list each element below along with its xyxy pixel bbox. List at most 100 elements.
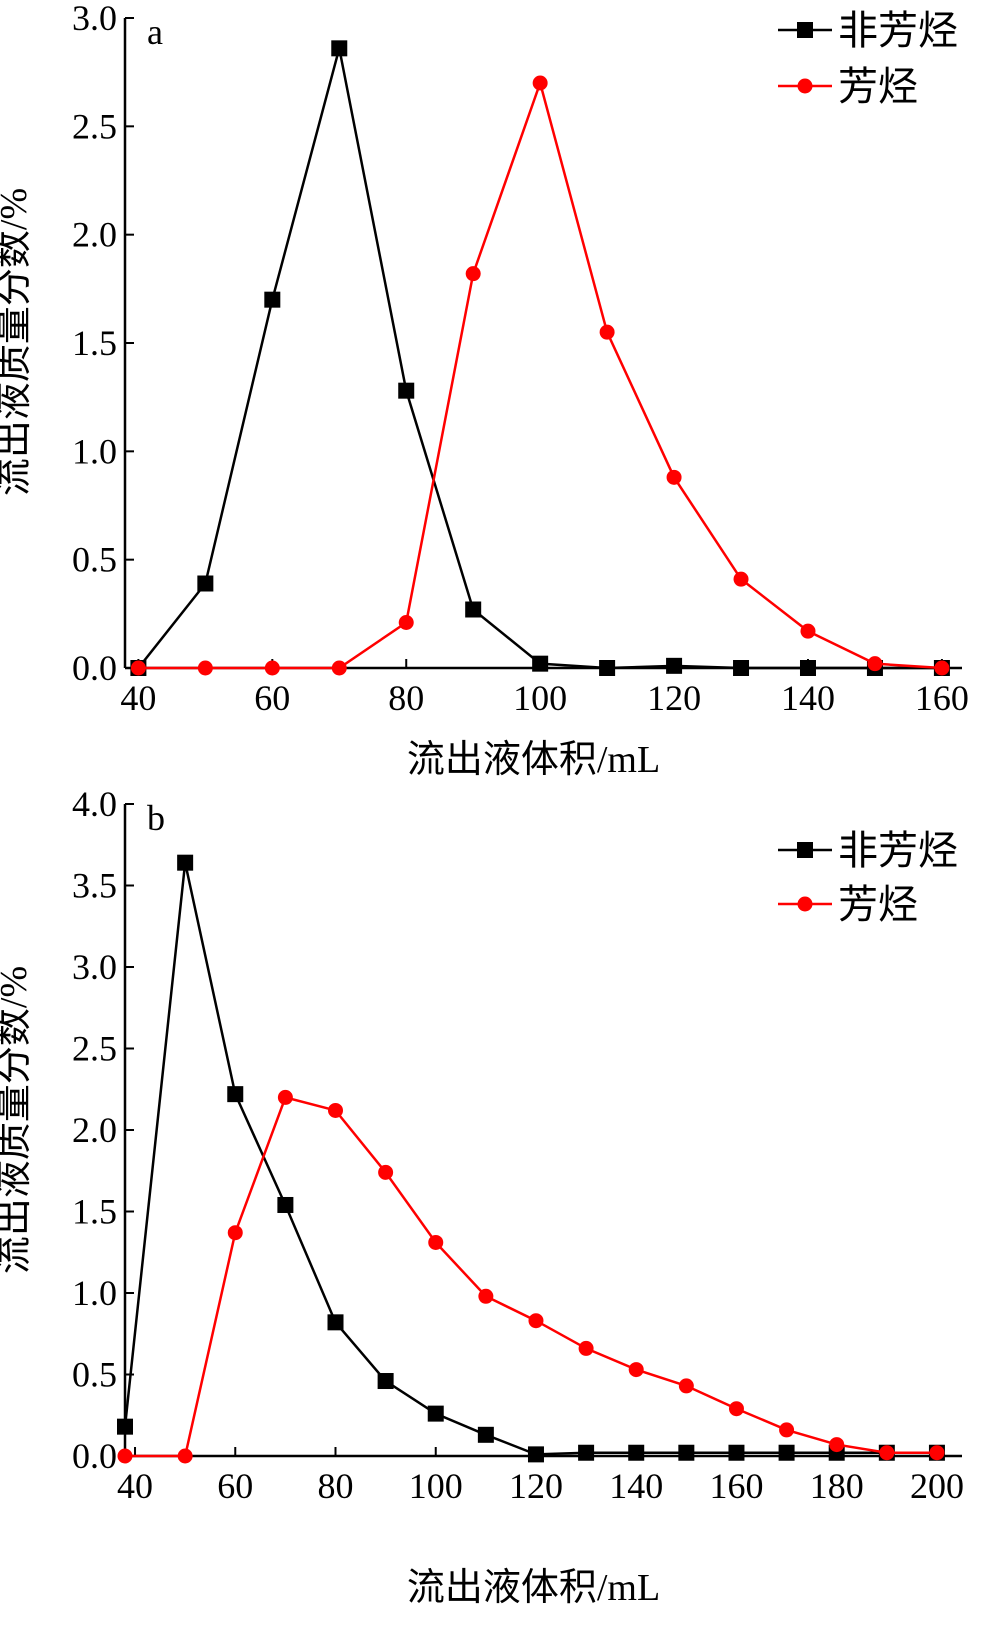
data-point-circle xyxy=(528,1313,544,1329)
y-tick-label: 0.5 xyxy=(72,1355,117,1395)
data-point-circle xyxy=(328,1102,344,1118)
data-point-circle xyxy=(264,660,280,676)
y-tick-label: 3.5 xyxy=(72,866,117,906)
data-point-circle xyxy=(277,1089,293,1105)
x-tick-label: 60 xyxy=(254,678,290,718)
series-aromatic xyxy=(117,1089,945,1464)
data-point-circle xyxy=(733,571,749,587)
panel-label: b xyxy=(147,798,165,838)
data-point-square xyxy=(377,1373,394,1390)
legend-marker-square xyxy=(797,842,813,858)
x-tick-label: 160 xyxy=(709,1466,763,1506)
x-tick-label: 40 xyxy=(117,1466,153,1506)
data-point-circle xyxy=(599,324,615,340)
y-tick-label: 2.5 xyxy=(72,106,117,146)
y-tick-label: 0.0 xyxy=(72,648,117,688)
x-tick-label: 200 xyxy=(910,1466,964,1506)
legend-label: 非芳烃 xyxy=(838,8,958,53)
y-tick-label: 4.0 xyxy=(72,784,117,824)
series-line xyxy=(138,78,942,670)
data-point-square xyxy=(527,1446,544,1463)
y-tick-label: 1.0 xyxy=(72,1273,117,1313)
data-point-circle xyxy=(177,1448,193,1464)
data-point-square xyxy=(799,660,816,676)
y-tick-label: 2.0 xyxy=(72,1110,117,1150)
y-tick-label: 2.0 xyxy=(72,215,117,255)
data-point-circle xyxy=(478,1288,494,1304)
data-point-circle xyxy=(465,266,481,282)
data-point-square xyxy=(666,657,683,674)
data-point-circle xyxy=(378,1164,394,1180)
data-point-square xyxy=(331,40,348,57)
x-tick-label: 140 xyxy=(781,678,835,718)
data-point-square xyxy=(465,601,482,618)
data-point-circle xyxy=(934,660,950,676)
y-tick-label: 3.0 xyxy=(72,0,117,38)
data-point-circle xyxy=(800,623,816,639)
data-point-square xyxy=(197,575,214,592)
series-aromatic xyxy=(130,75,950,676)
data-point-square xyxy=(477,1426,494,1443)
data-point-circle xyxy=(879,1445,895,1461)
x-tick-label: 140 xyxy=(609,1466,663,1506)
data-point-square xyxy=(227,1086,244,1103)
data-point-circle xyxy=(666,469,682,485)
data-point-square xyxy=(628,1444,645,1461)
x-tick-label: 60 xyxy=(217,1466,253,1506)
data-point-circle xyxy=(197,660,213,676)
data-point-square xyxy=(427,1405,444,1422)
y-tick-label: 0.0 xyxy=(72,1436,117,1476)
x-tick-label: 80 xyxy=(318,1466,354,1506)
x-tick-label: 40 xyxy=(120,678,156,718)
x-tick-label: 120 xyxy=(647,678,701,718)
panel-label: a xyxy=(147,12,163,52)
series-line xyxy=(125,1095,937,1458)
x-tick-label: 80 xyxy=(388,678,424,718)
legend-label: 非芳烃 xyxy=(838,828,958,873)
data-point-circle xyxy=(867,656,883,672)
data-point-square xyxy=(327,1314,344,1331)
x-tick-label: 100 xyxy=(409,1466,463,1506)
x-axis-title: 流出液体积/mL xyxy=(407,1567,660,1609)
series-line xyxy=(123,862,937,1456)
data-point-square xyxy=(277,1196,294,1213)
series-line xyxy=(137,48,942,670)
data-point-circle xyxy=(428,1234,444,1250)
data-point-circle xyxy=(829,1437,845,1453)
x-tick-label: 100 xyxy=(513,678,567,718)
data-point-circle xyxy=(628,1362,644,1378)
legend-marker-circle xyxy=(797,78,813,94)
y-axis-title: 流出液质量分数/% xyxy=(0,188,35,496)
x-axis-title: 流出液体积/mL xyxy=(407,739,660,781)
data-point-square xyxy=(264,291,281,308)
data-point-square xyxy=(398,382,415,399)
data-point-circle xyxy=(779,1422,795,1438)
data-point-square xyxy=(578,1444,595,1461)
y-tick-label: 0.5 xyxy=(72,540,117,580)
data-point-square xyxy=(778,1444,795,1461)
y-tick-label: 2.5 xyxy=(72,1029,117,1069)
legend-marker-square xyxy=(797,22,813,38)
x-tick-label: 160 xyxy=(915,678,969,718)
data-point-circle xyxy=(130,660,146,676)
data-point-square xyxy=(599,660,616,676)
y-tick-label: 1.5 xyxy=(72,323,117,363)
series-non-aromatic xyxy=(130,40,950,676)
data-point-square xyxy=(728,1444,745,1461)
chart-panel-a: 0.0 0.5 1.0 1.5 2.0 2.5 3.0 40 60 80 100 120 140 160 流… xyxy=(0,0,969,781)
data-point-circle xyxy=(929,1445,945,1461)
y-tick-label: 1.0 xyxy=(72,431,117,471)
y-tick-label: 3.0 xyxy=(72,947,117,987)
legend-label: 芳烃 xyxy=(838,64,918,109)
x-tick-label: 120 xyxy=(509,1466,563,1506)
y-tick-label: 1.5 xyxy=(72,1192,117,1232)
data-point-circle xyxy=(578,1340,594,1356)
data-point-circle xyxy=(678,1378,694,1394)
data-point-circle xyxy=(117,1448,133,1464)
y-axis-title: 流出液质量分数/% xyxy=(0,966,35,1274)
data-point-square xyxy=(733,660,750,676)
data-point-square xyxy=(532,655,549,672)
